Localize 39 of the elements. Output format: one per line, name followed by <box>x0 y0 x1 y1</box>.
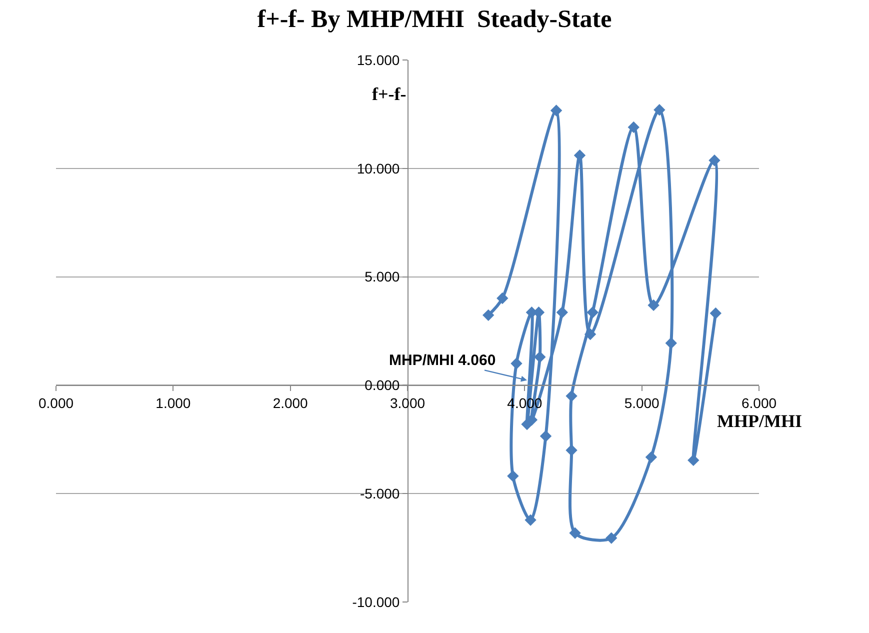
point <box>566 444 578 456</box>
point <box>534 351 546 363</box>
x-tick-label: 2.000 <box>272 395 308 411</box>
y-tick-label: -5.000 <box>360 486 400 502</box>
point <box>569 527 581 539</box>
point <box>540 430 552 442</box>
y-axis-title: f+-f- <box>372 84 406 104</box>
point <box>482 309 494 322</box>
y-tick-label: 10.000 <box>356 160 400 176</box>
point <box>648 299 660 312</box>
y-tick-label: 5.000 <box>364 268 400 285</box>
x-tick-label: 3.000 <box>390 395 426 411</box>
point <box>566 390 578 402</box>
point <box>556 306 568 318</box>
point <box>665 337 677 349</box>
point <box>496 292 508 304</box>
point <box>606 532 618 544</box>
point <box>710 307 722 320</box>
point <box>708 154 720 166</box>
point <box>586 306 598 318</box>
x-tick-label: 1.000 <box>156 395 191 411</box>
x-axis-title: MHP/MHI <box>717 411 802 431</box>
chart-title: f+-f- By MHP/MHI Steady-State <box>257 6 612 33</box>
point <box>510 358 522 370</box>
x-tick-label: 5.000 <box>624 395 660 411</box>
point <box>654 104 666 116</box>
y-tick-label: 15.000 <box>356 52 400 68</box>
annotation: MHP/MHI 4.060 <box>389 352 496 369</box>
point <box>584 328 596 340</box>
x-tick-label: 6.000 <box>741 395 777 411</box>
y-tick-label: -10.000 <box>352 594 400 610</box>
point <box>645 451 658 464</box>
point <box>507 470 519 482</box>
x-tick-label: 0.000 <box>38 395 74 411</box>
point <box>688 454 700 466</box>
point <box>524 514 536 526</box>
y-tick-label: 0.000 <box>364 377 400 394</box>
point <box>628 121 640 134</box>
point <box>550 104 562 116</box>
